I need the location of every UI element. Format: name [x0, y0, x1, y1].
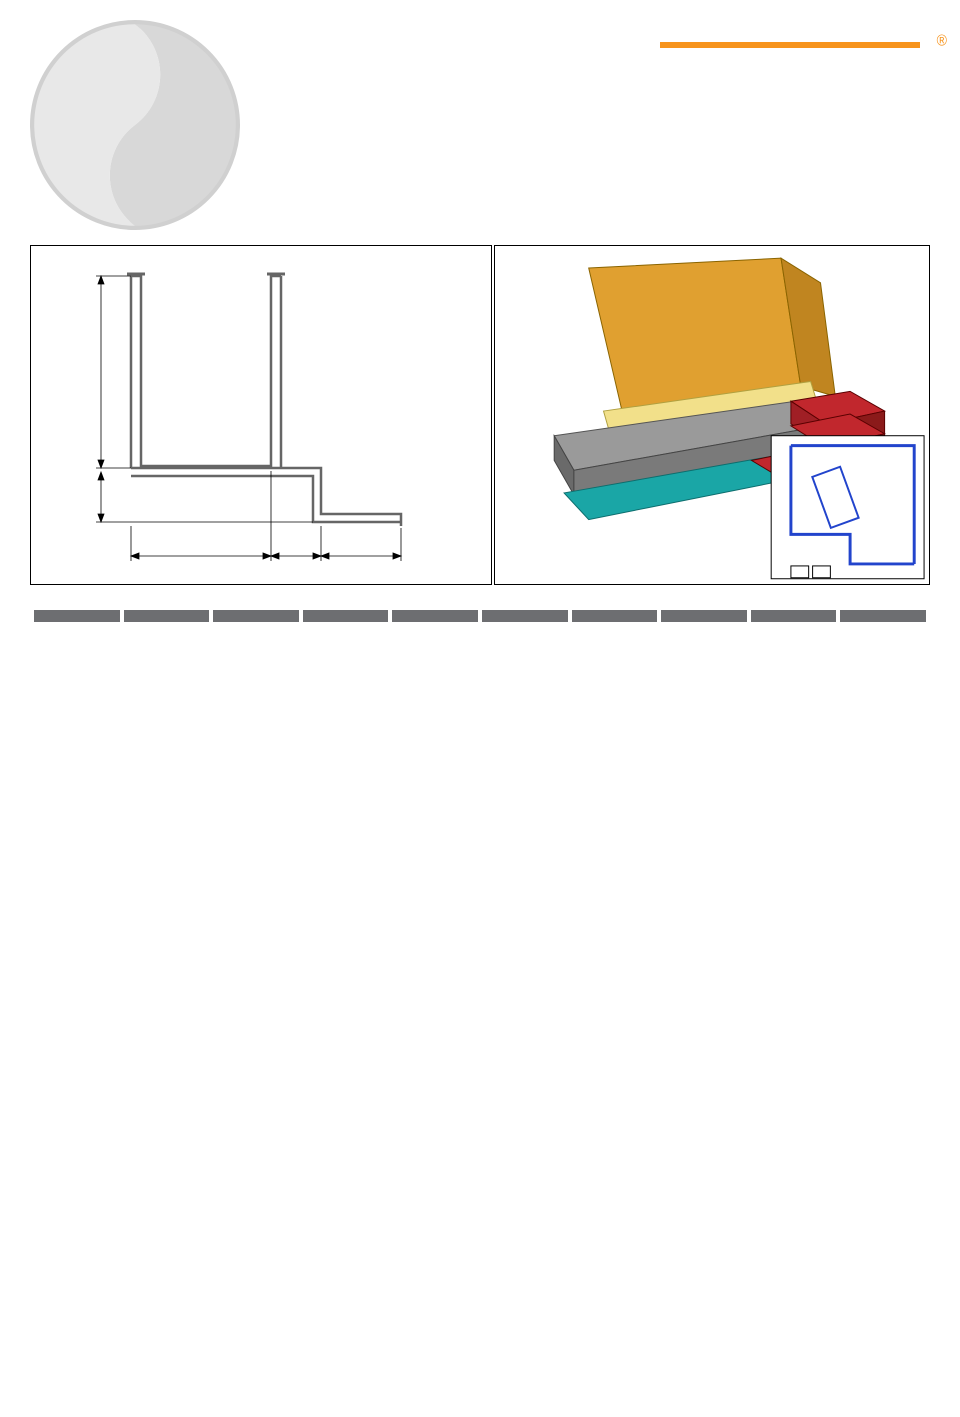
brand-underline [660, 42, 920, 48]
spec-table [30, 610, 930, 622]
profile-section-svg [31, 246, 491, 586]
th-zxx [572, 610, 658, 622]
diagram-row [30, 245, 930, 585]
th-code [124, 610, 210, 622]
render-svg [495, 246, 929, 586]
th-ixx [482, 610, 568, 622]
page-title [260, 30, 640, 76]
title-area [260, 20, 640, 76]
render-panel [494, 245, 930, 585]
page: ® [0, 0, 960, 712]
profile-section-panel [30, 245, 492, 585]
th-reactie [751, 610, 837, 622]
brand-logo: ® [660, 20, 930, 48]
watermark-logo-icon [30, 20, 240, 230]
registered-icon: ® [937, 33, 944, 47]
th-gewicht [840, 610, 926, 622]
th-dagmaat [213, 610, 299, 622]
th-moment [661, 610, 747, 622]
th-belast [392, 610, 478, 622]
table-header [34, 610, 926, 622]
th-lateilengte [303, 610, 389, 622]
th-spouw [34, 610, 120, 622]
header-row: ® [30, 20, 930, 230]
